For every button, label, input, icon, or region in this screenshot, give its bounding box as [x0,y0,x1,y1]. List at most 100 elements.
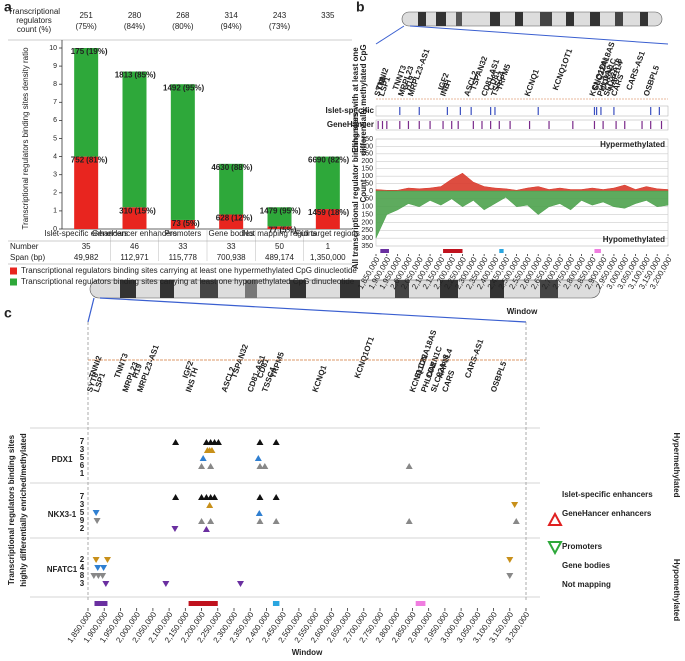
count-label: 3 [80,579,85,588]
header-label: count (%) [17,25,52,34]
count-label: 1 [80,469,85,478]
triangle [506,557,514,563]
value-label: 1479 [260,206,278,215]
gene-label: INS [184,377,197,393]
y2-tick-label: 50 [365,196,373,203]
gene-label: TH [441,78,453,91]
gene-label: OSBPL5 [642,64,662,98]
gene-label: TRPM5 [268,350,286,379]
y-axis-title: Transcriptional regulators binding sites… [21,47,30,230]
triangle [90,573,98,579]
track-axis-title: differentially methylated CpG [359,44,368,155]
gene-label: KCNQ1OT1 [551,47,575,92]
x-tick-label: Promoters [164,229,201,238]
x-axis-title: Window [507,307,538,316]
y-tick-label: 100 [361,173,373,180]
triangle [99,573,107,579]
value-label: 1459 [308,208,326,217]
header-percent: (80%) [172,22,194,31]
header-label: Transcriptional [8,7,60,16]
value-label: 175 [71,47,85,56]
hypo-label: Hypomethylated [672,559,681,621]
triangle [261,463,269,469]
triangle [511,502,519,508]
value-label: 73 [172,219,181,228]
triangle [405,518,413,524]
y2-tick-label: 250 [361,227,373,234]
header-percent: (73%) [269,22,291,31]
y2-tick-label: 100 [361,204,373,211]
region [415,601,426,606]
triangle [512,518,520,524]
triangle [272,439,280,445]
count-label: 7 [80,437,85,446]
value-share: (88%) [231,163,253,172]
triangle [92,510,100,516]
bar-segment [267,207,292,227]
value-share: (5%) [280,225,297,234]
count-label: 4 [80,563,85,572]
triangle [272,494,280,500]
area [375,190,669,239]
bar-segment [315,209,340,229]
y-axis-title: Transcriptional regulators binding sites [7,434,16,585]
legend-swatch [10,278,17,286]
count-label: 2 [80,555,85,564]
track-frame [375,119,669,131]
y-tick-label: 3 [53,172,57,179]
y-tick-label: 1 [53,208,57,215]
span-cell: 115,778 [169,253,198,262]
y-tick-label: 350 [361,136,373,143]
gene-label: CARS-AS1 [463,337,486,379]
y-tick-label: 150 [361,166,373,173]
triangle [206,502,214,508]
number-cell: 35 [82,242,91,251]
triangle [506,573,514,579]
value-label: 1813 [115,71,133,80]
y-axis-count: Count [359,179,368,202]
header-count: 243 [273,11,287,20]
triangle [256,439,264,445]
x-tick-label: Islet-specific enhancers [44,229,128,238]
triangle [162,581,170,587]
triangle [254,455,262,461]
row-label: Number [10,242,39,251]
bar-segment [315,156,340,210]
triangle [100,565,108,571]
region [272,601,280,606]
number-cell: 50 [275,242,284,251]
span-cell: 489,174 [265,253,294,262]
span-cell: 49,982 [74,253,99,262]
triangle [102,581,110,587]
count-label: 3 [80,500,85,509]
count-label: 7 [80,492,85,501]
y2-tick-label: 200 [361,219,373,226]
count-label: 8 [80,571,85,580]
y-tick-label: 0 [369,188,373,195]
gene-label: TH [188,366,200,379]
y-tick-label: 50 [365,180,373,187]
triangle [256,494,264,500]
bar-segment [219,163,244,215]
region [594,249,601,253]
value-share: (15%) [135,206,157,215]
bar-segment [267,226,292,229]
triangle [208,447,216,453]
legend-label: GeneHancer enhancers [562,509,652,518]
track-axis-title: Enhancers with at least one [351,47,360,153]
y2-tick-label: 350 [361,243,373,250]
legend-label: Transcriptional regulators binding sites… [21,277,355,286]
track-label: Islet-specific [326,106,375,115]
bar-segment [170,84,195,220]
hyper-label: Hypermethylated [600,140,665,149]
triangle [256,518,264,524]
region [443,249,463,253]
value-share: (95%) [183,83,205,92]
triangle [272,518,280,524]
triangle [103,557,111,563]
value-label: 628 [216,214,230,223]
legend-hypo-icon [547,541,563,556]
count-label: 2 [80,524,85,533]
gene-label: KCNQ1OT1 [353,335,377,380]
header-count: 251 [79,11,93,20]
